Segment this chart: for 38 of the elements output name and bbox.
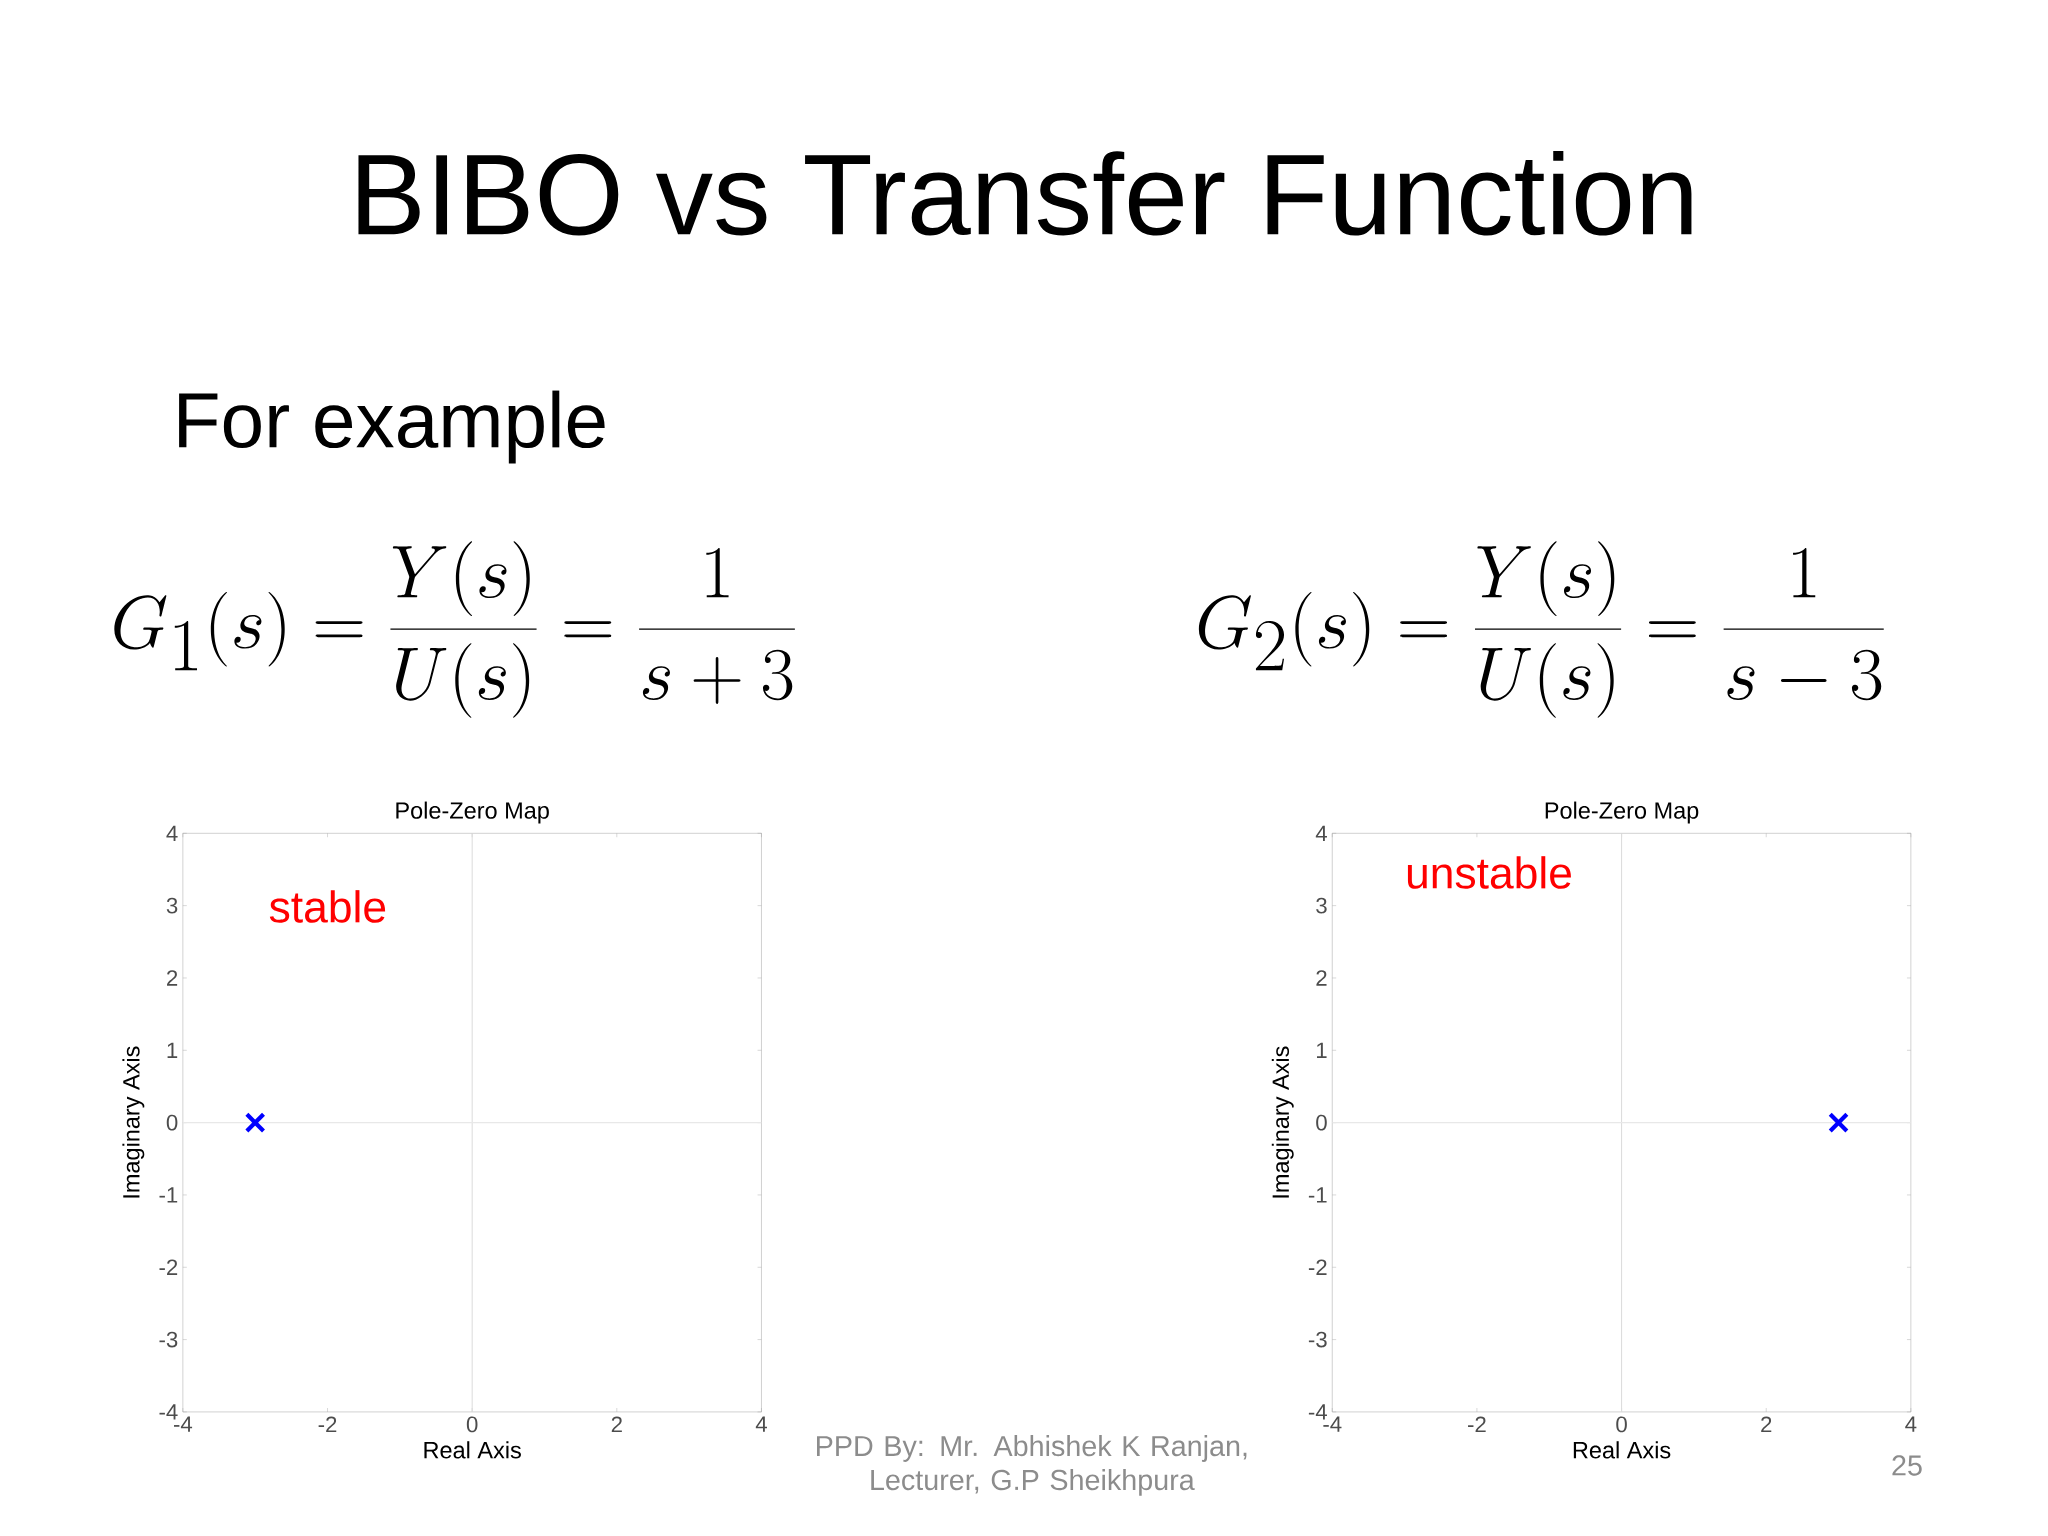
x-axis-title: Real Axis xyxy=(1573,1441,1671,1459)
x-tick-label: -2 xyxy=(1468,1416,1486,1433)
x-tick-label: -2 xyxy=(318,1416,337,1433)
x-tick-label: 4 xyxy=(1905,1416,1917,1432)
y-tick-label: 3 xyxy=(1316,897,1327,914)
text: $G_2(s)=\frac{Y(s)}{U(s)}=\frac{1}{s-3}$ xyxy=(1198,541,1884,718)
y-tick-label: -1 xyxy=(1308,1187,1327,1203)
chart-title: Pole-Zero Map xyxy=(1545,801,1699,824)
x-tick-label: 0 xyxy=(1616,1416,1627,1433)
chart-title: Pole-Zero Map xyxy=(396,801,549,824)
y-axis-title: Imaginary Axis xyxy=(1271,1046,1294,1198)
y-tick-label: -3 xyxy=(159,1331,178,1348)
text: BIBO vs Transfer Function xyxy=(358,151,1692,236)
x-tick-label: 2 xyxy=(1761,1416,1772,1433)
y-tick-label: 0 xyxy=(166,1114,178,1131)
y-tick-label: 0 xyxy=(1316,1114,1327,1131)
y-tick-label: 2 xyxy=(167,970,178,986)
y-tick-label: -2 xyxy=(1308,1259,1327,1276)
x-axis-title: Real Axis xyxy=(424,1441,521,1459)
text: For example xyxy=(179,390,605,464)
x-tick-label: 0 xyxy=(466,1416,478,1433)
text: $G_1(s)=\frac{Y(s)}{U(s)}=\frac{1}{s+3}$ xyxy=(114,541,795,718)
x-tick-label: 2 xyxy=(611,1416,622,1433)
y-tick-label: -2 xyxy=(159,1259,178,1276)
annotation: unstable xyxy=(1407,856,1571,889)
text: 25 xyxy=(1892,1455,1922,1476)
y-tick-label: 1 xyxy=(1317,1042,1327,1058)
y-tick-label: 1 xyxy=(167,1042,178,1058)
y-tick-label: 2 xyxy=(1316,970,1327,986)
y-tick-label: 3 xyxy=(166,897,178,914)
y-tick-label: 4 xyxy=(1315,825,1327,841)
y-axis-title: Imaginary Axis xyxy=(122,1046,145,1198)
annotation: stable xyxy=(269,890,386,923)
y-tick-label: 4 xyxy=(166,825,178,841)
x-tick-label: 4 xyxy=(755,1416,767,1432)
y-tick-label: -1 xyxy=(159,1187,178,1203)
y-tick-label: -3 xyxy=(1308,1331,1327,1348)
text: PPD By: Mr. Abhishek K Ranjan, Lecturer, G.P Sheikhpura xyxy=(817,1435,1247,1496)
